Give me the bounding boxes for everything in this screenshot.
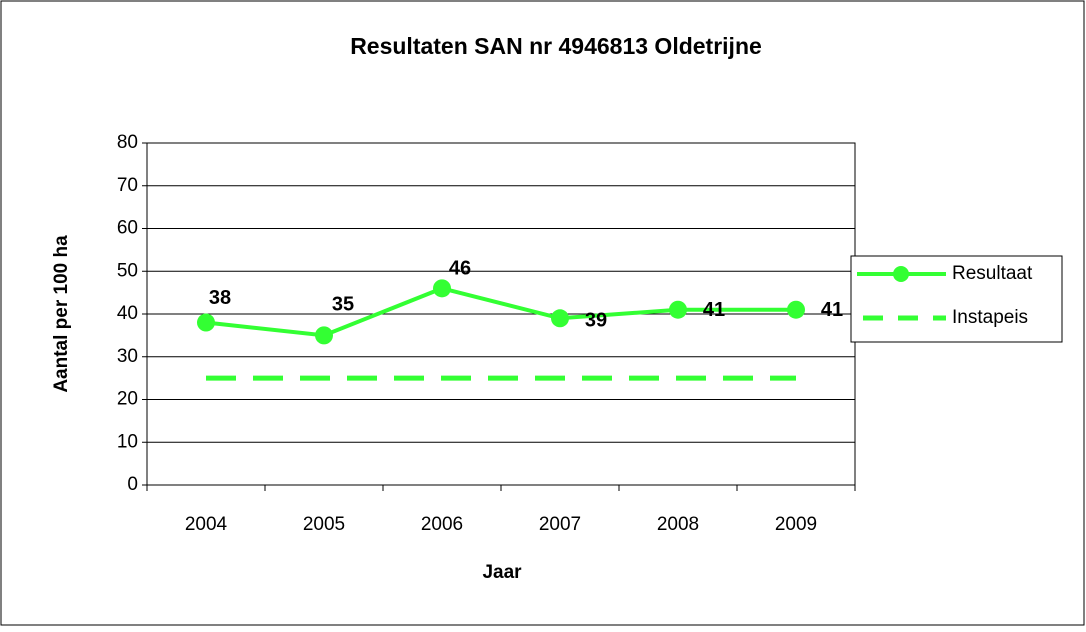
y-tick-label: 0 bbox=[127, 474, 138, 495]
x-tick-label: 2006 bbox=[421, 514, 463, 535]
y-tick-label: 60 bbox=[117, 218, 138, 239]
data-point bbox=[551, 309, 569, 328]
x-tick-label: 2005 bbox=[303, 514, 345, 535]
x-tick-label: 2004 bbox=[185, 514, 228, 535]
y-tick-label: 50 bbox=[117, 260, 138, 281]
x-tick-label: 2007 bbox=[539, 514, 581, 535]
data-label: 41 bbox=[821, 299, 843, 321]
y-tick-label: 80 bbox=[117, 132, 138, 153]
data-point bbox=[669, 300, 687, 319]
data-point bbox=[433, 279, 451, 298]
y-tick-label: 70 bbox=[117, 175, 138, 196]
x-tick-label: 2008 bbox=[657, 514, 699, 535]
data-label: 39 bbox=[585, 310, 607, 332]
y-axis-label: Aantal per 100 ha bbox=[51, 235, 72, 393]
chart-title: Resultaten SAN nr 4946813 Oldetrijne bbox=[350, 33, 762, 59]
y-tick-label: 10 bbox=[117, 431, 138, 452]
data-label: 35 bbox=[332, 294, 354, 316]
legend-box bbox=[850, 255, 1063, 343]
data-label: 46 bbox=[449, 258, 471, 280]
x-axis-label: Jaar bbox=[482, 562, 522, 583]
data-label: 41 bbox=[703, 299, 725, 321]
y-tick-label: 40 bbox=[117, 303, 138, 324]
y-tick-label: 30 bbox=[117, 346, 138, 367]
y-tick-label: 20 bbox=[117, 389, 138, 410]
series-line bbox=[205, 286, 796, 338]
legend-label: Resultaat bbox=[952, 263, 1033, 284]
data-point bbox=[197, 313, 215, 332]
data-point bbox=[315, 326, 333, 345]
x-tick-label: 2009 bbox=[775, 514, 817, 535]
data-label: 38 bbox=[209, 287, 231, 309]
legend-marker bbox=[893, 266, 909, 282]
legend-label: Instapeis bbox=[952, 307, 1028, 328]
data-point bbox=[787, 300, 805, 319]
